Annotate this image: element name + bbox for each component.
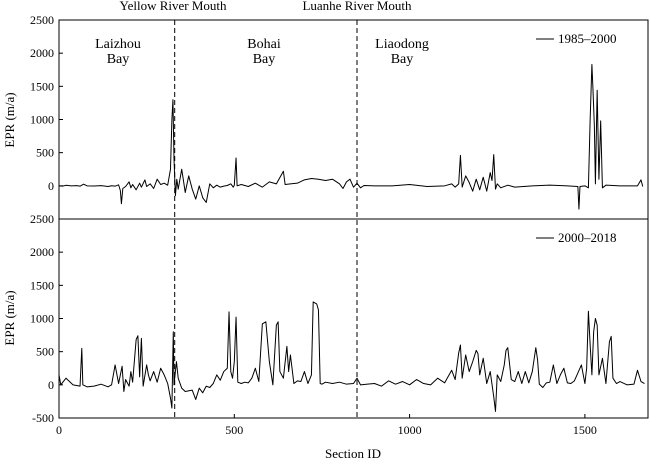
liaodong-bay-label-1: Liaodong	[375, 37, 429, 52]
top-y-ticks: 0 500 1000 1500 2000 2500	[30, 13, 63, 193]
bottom-series-line-0	[58, 301, 645, 412]
liaodong-bay-label-2: Bay	[391, 52, 414, 67]
laizhou-bay-label-2: Bay	[107, 52, 130, 67]
bottom-series-group	[58, 301, 645, 412]
top-ytick-label-2: 1000	[30, 113, 54, 127]
xtick-label-2: 1000	[398, 423, 422, 437]
top-ytick-label-5: 2500	[30, 13, 54, 27]
xtick-label-1: 500	[225, 423, 243, 437]
yellow-river-mouth-label: Yellow River Mouth	[119, 0, 227, 13]
top-ytick-label-4: 2000	[30, 46, 54, 60]
top-ytick-label-0: 0	[48, 179, 54, 193]
top-legend: 1985–2000	[536, 31, 617, 46]
xtick-label-3: 1500	[573, 423, 597, 437]
bohai-bay-label-1: Bohai	[247, 37, 281, 52]
bottom-ytick-label-5: 2000	[30, 245, 54, 259]
xtick-label-0: 0	[56, 423, 62, 437]
bottom-panel-frame	[58, 218, 649, 419]
top-ytick-label-1: 500	[36, 146, 54, 160]
bottom-ytick-label-1: 0	[48, 378, 54, 392]
top-panel-frame	[58, 19, 649, 220]
bottom-legend-label: 2000–2018	[558, 230, 617, 245]
bottom-ytick-label-2: 500	[36, 345, 54, 359]
bottom-y-axis-title: EPR (m/a)	[2, 290, 17, 345]
top-series-line-0	[58, 63, 644, 210]
bottom-legend: 2000–2018	[536, 230, 617, 245]
top-ytick-label-3: 1500	[30, 79, 54, 93]
laizhou-bay-label-1: Laizhou	[95, 37, 141, 52]
bottom-ytick-label-6: 2500	[30, 212, 54, 226]
region-dividers	[174, 20, 358, 418]
top-legend-label: 1985–2000	[558, 31, 617, 46]
bottom-ytick-label-0: -500	[32, 411, 54, 425]
top-y-axis-title: EPR (m/a)	[2, 92, 17, 147]
luanhe-river-mouth-label: Luanhe River Mouth	[302, 0, 412, 13]
bottom-ytick-label-4: 1500	[30, 278, 54, 292]
bottom-ytick-label-3: 1000	[30, 312, 54, 326]
top-series-group	[58, 63, 644, 210]
x-axis-title: Section ID	[325, 446, 381, 461]
bohai-bay-label-2: Bay	[253, 52, 276, 67]
